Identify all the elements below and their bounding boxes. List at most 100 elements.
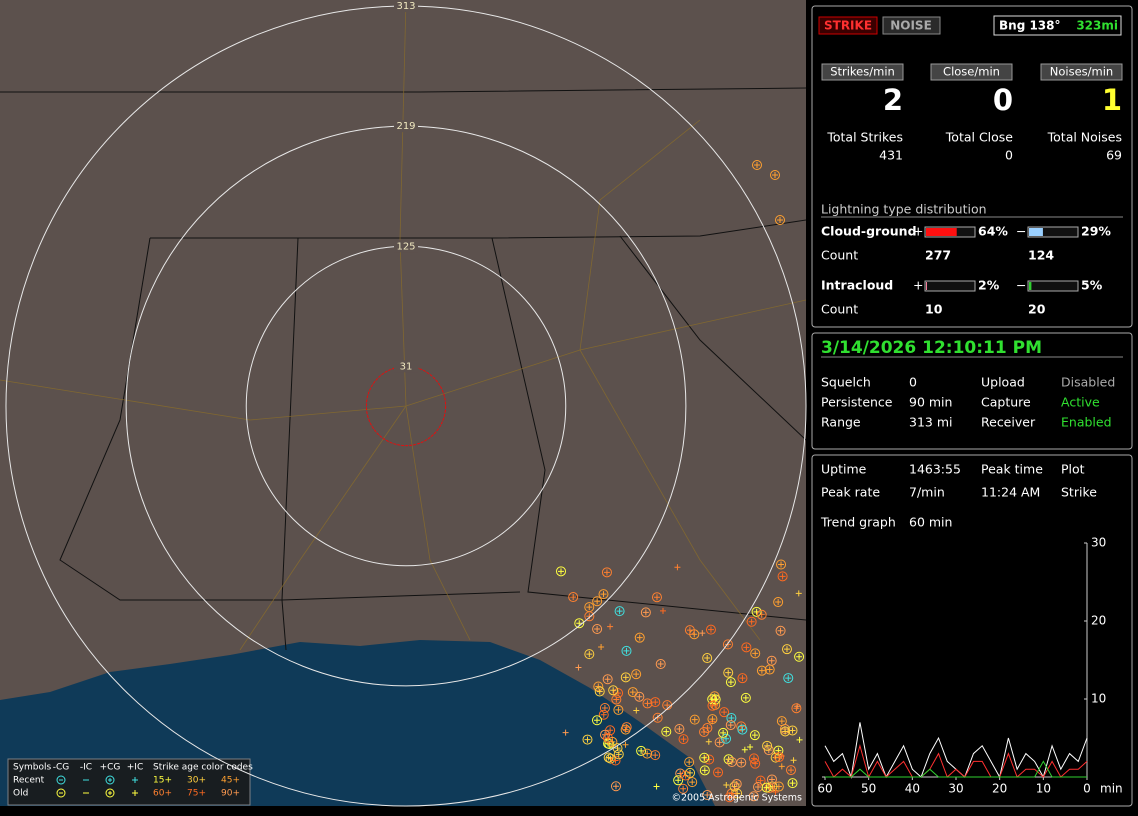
strike-symbol: [685, 767, 696, 778]
strike-symbol: [604, 676, 611, 683]
legend-symbol: [105, 775, 115, 785]
strike-symbol: [663, 728, 670, 735]
strike-symbol: [678, 734, 689, 745]
strike-symbol: [701, 767, 708, 774]
percent-bar: [926, 228, 957, 236]
rate-button[interactable]: [821, 63, 904, 81]
strike-symbol: [582, 734, 593, 745]
strike-symbol: [779, 573, 786, 580]
strike-symbol: [686, 627, 693, 634]
strike-symbol: [762, 740, 773, 751]
strike-symbol: [776, 754, 783, 761]
legend-header: -CG: [53, 763, 70, 773]
legend-symbol: [105, 788, 115, 798]
strike-symbol: [712, 696, 719, 703]
strike-symbol: [592, 624, 603, 635]
strike-symbol: [593, 717, 600, 724]
stat-label: Peak time: [981, 462, 1043, 477]
strike-symbol: [728, 714, 735, 721]
strike-symbol: [763, 784, 770, 791]
rate-button[interactable]: [1040, 63, 1123, 81]
strike-symbol: [739, 675, 746, 682]
ring-label-bg: [394, 360, 418, 373]
strike-symbol: [614, 606, 625, 617]
strike-symbol: [621, 645, 632, 656]
strike-symbol: [705, 624, 716, 635]
rate-label: Strikes/min: [830, 65, 895, 79]
strike-symbol: [718, 727, 729, 738]
strike-symbol: [613, 704, 624, 715]
strike-symbol: [636, 634, 643, 641]
strike-symbol: [600, 729, 611, 740]
strike-symbol: [610, 781, 621, 792]
strike-symbol: [746, 616, 757, 627]
strike-symbol: [776, 716, 787, 727]
legend-header: Strike age color codes: [153, 763, 253, 773]
strike-symbol: [623, 647, 630, 654]
strike-symbol: [687, 769, 694, 776]
strike-symbol: [774, 752, 785, 763]
strike-symbol: [592, 596, 603, 607]
sign: +: [913, 278, 923, 293]
strike-symbol: [787, 767, 794, 774]
rate-label: Noises/min: [1050, 65, 1113, 79]
strike-symbol: [642, 698, 653, 709]
percent-bar: [926, 282, 927, 290]
bar-track: [924, 280, 976, 292]
strike-symbol: [750, 758, 761, 769]
ring-label-bg: [394, 120, 418, 133]
noise-button[interactable]: [882, 16, 941, 35]
age-code: 75+: [187, 789, 206, 799]
strike-symbol: [747, 743, 754, 750]
strike-symbol: [677, 770, 684, 777]
strike-symbol: [755, 775, 766, 786]
strike-symbol: [776, 559, 787, 570]
stat-value: 7/min: [909, 485, 945, 500]
strike-symbol: [748, 618, 755, 625]
strike-symbol: [699, 752, 710, 763]
strike-symbol: [660, 607, 667, 614]
strike-symbol: [748, 791, 759, 802]
sign: −: [1016, 278, 1026, 293]
strike-symbol: [752, 160, 762, 170]
strike-symbol: [620, 672, 631, 683]
bar-track: [1027, 280, 1079, 292]
noise-button-label: NOISE: [890, 19, 932, 33]
strike-symbol: [773, 745, 784, 756]
strike-symbol: [644, 700, 651, 707]
strike-symbol: [612, 783, 619, 790]
strike-symbol: [631, 669, 642, 680]
strike-symbol: [783, 673, 794, 684]
strike-symbol: [574, 618, 585, 629]
type-name: Cloud-ground: [821, 224, 917, 239]
strike-symbol: [598, 644, 605, 651]
strike-symbol: [629, 689, 636, 696]
strike-symbol: [737, 673, 748, 684]
strike-symbol: [775, 625, 786, 636]
strike-symbol: [794, 651, 805, 662]
ring-label: 219: [396, 121, 415, 132]
strike-symbol: [616, 608, 623, 615]
setting-label: Capture: [981, 395, 1031, 410]
strike-symbol: [610, 687, 617, 694]
x-unit: min: [1100, 782, 1123, 796]
strike-symbol: [702, 789, 713, 800]
strike-symbol: [724, 792, 735, 803]
strike-symbol: [764, 742, 771, 749]
strike-symbol: [761, 782, 772, 793]
strike-button[interactable]: [818, 16, 878, 35]
rate-value: 1: [1102, 83, 1122, 117]
strike-symbol: [777, 217, 783, 223]
rate-label: Close/min: [943, 65, 1000, 79]
x-tick-label: 30: [948, 782, 963, 796]
x-tick-label: 40: [905, 782, 920, 796]
ring-label: 125: [396, 241, 415, 252]
strike-symbol: [599, 702, 610, 713]
legend-header: +IC: [127, 763, 143, 773]
strike-symbol: [584, 611, 595, 622]
strike-symbol: [750, 793, 757, 800]
rate-button[interactable]: [930, 63, 1013, 81]
bearing: Bng 138°: [999, 19, 1061, 33]
total-value: 69: [1106, 148, 1122, 163]
strike-symbol: [640, 607, 651, 618]
